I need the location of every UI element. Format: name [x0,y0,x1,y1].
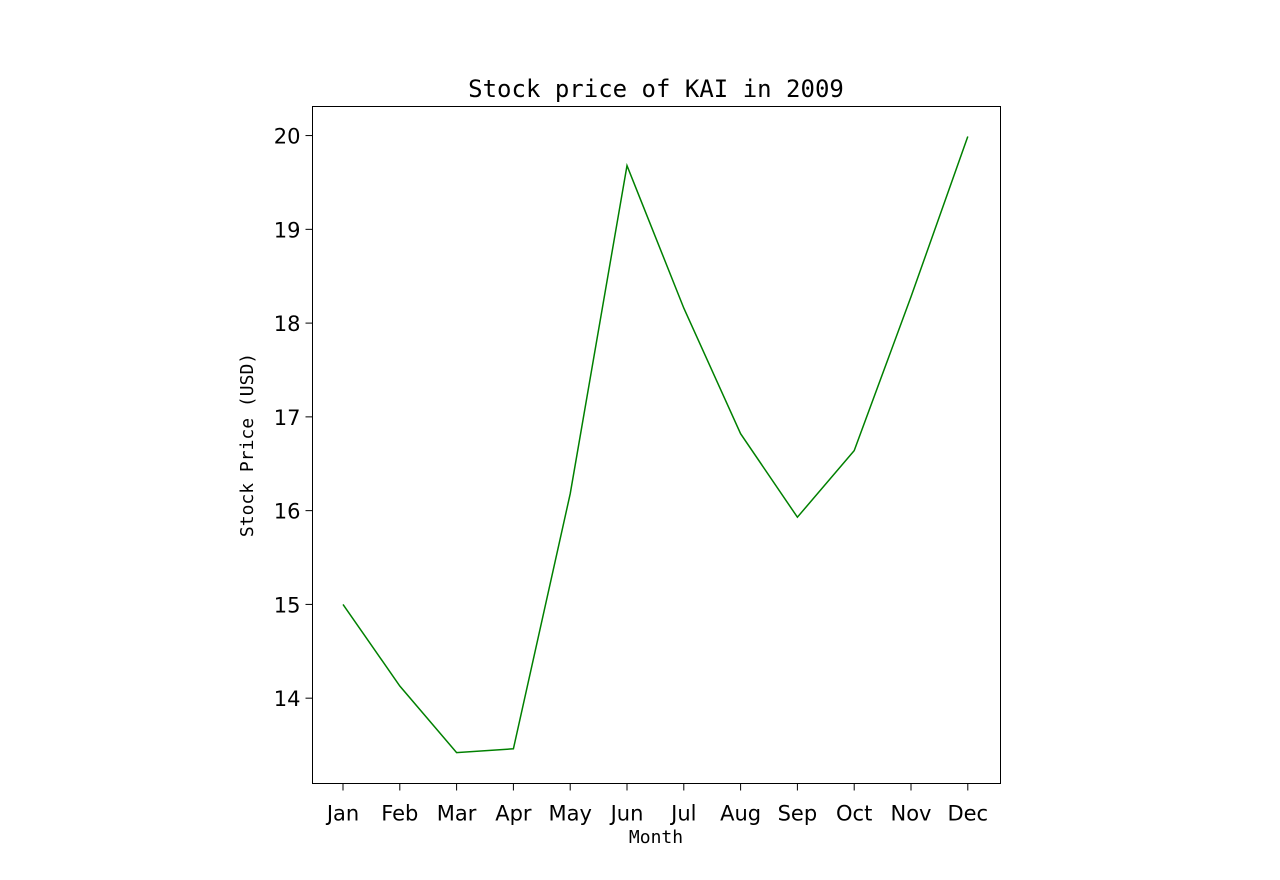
x-axis-label: Month [629,827,683,848]
chart-title: Stock price of KAI in 2009 [468,75,844,103]
y-tick-label: 16 [274,500,301,524]
x-tick-label: May [548,802,591,826]
x-tick-label: Nov [891,802,932,826]
plot-area-frame [312,106,1001,784]
x-tick-label: Oct [836,802,872,826]
y-tick-label: 14 [274,687,301,711]
x-axis: Jan Feb Mar Apr May Jun Jul Aug Sep Oct Nov Dec [325,783,988,826]
y-tick-label: 15 [274,593,301,617]
y-axis-label: Stock Price (USD) [237,353,258,537]
x-tick-label: Feb [381,802,418,826]
y-tick-label: 17 [274,406,301,430]
x-tick-label: Jul [669,802,696,826]
x-tick-label: Jun [609,802,644,826]
y-tick-label: 19 [274,218,301,242]
y-tick-label: 18 [274,312,301,336]
x-tick-label: Apr [495,802,532,826]
series-line [342,136,969,754]
y-axis: 14 15 16 17 18 19 20 [274,125,313,711]
x-tick-label: Sep [778,802,818,826]
y-tick-label: 20 [274,125,301,149]
x-tick-label: Mar [437,802,477,826]
x-tick-label: Dec [947,802,988,826]
x-tick-label: Jan [325,802,359,826]
x-tick-label: Aug [720,802,761,826]
